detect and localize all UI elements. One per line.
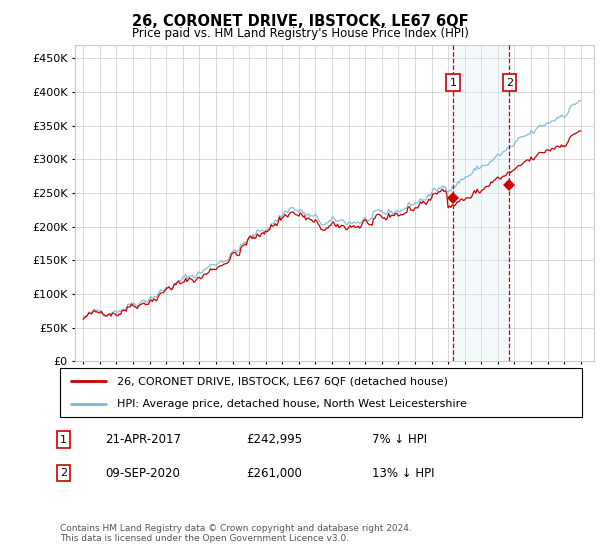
Text: 7% ↓ HPI: 7% ↓ HPI	[372, 433, 427, 446]
Text: 21-APR-2017: 21-APR-2017	[105, 433, 181, 446]
Bar	[453, 45, 509, 361]
Text: 26, CORONET DRIVE, IBSTOCK, LE67 6QF: 26, CORONET DRIVE, IBSTOCK, LE67 6QF	[131, 14, 469, 29]
Text: 1: 1	[449, 78, 457, 88]
Text: 09-SEP-2020: 09-SEP-2020	[105, 466, 180, 480]
Text: £261,000: £261,000	[246, 466, 302, 480]
Text: Price paid vs. HM Land Registry's House Price Index (HPI): Price paid vs. HM Land Registry's House …	[131, 27, 469, 40]
Text: 1: 1	[60, 435, 67, 445]
Text: 13% ↓ HPI: 13% ↓ HPI	[372, 466, 434, 480]
Text: 2: 2	[60, 468, 67, 478]
Text: Contains HM Land Registry data © Crown copyright and database right 2024.
This d: Contains HM Land Registry data © Crown c…	[60, 524, 412, 543]
Text: 2: 2	[506, 78, 513, 88]
Text: 26, CORONET DRIVE, IBSTOCK, LE67 6QF (detached house): 26, CORONET DRIVE, IBSTOCK, LE67 6QF (de…	[118, 376, 448, 386]
Text: £242,995: £242,995	[246, 433, 302, 446]
Text: HPI: Average price, detached house, North West Leicestershire: HPI: Average price, detached house, Nort…	[118, 399, 467, 409]
FancyBboxPatch shape	[60, 368, 582, 417]
